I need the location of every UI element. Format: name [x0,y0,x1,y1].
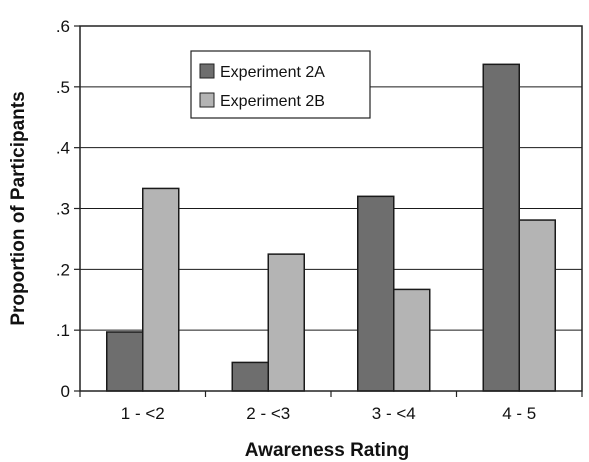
y-tick-label: .1 [56,321,70,340]
y-tick-label: 0 [61,382,70,401]
bar-experiment-2b [142,187,180,392]
legend-box [190,50,371,119]
x-tick-label: 3 - <4 [372,404,416,423]
legend-label-experiment-2b: Experiment 2B [220,93,325,110]
bar-experiment-2b [393,288,431,392]
y-tick-label: .5 [56,78,70,97]
bar-experiment-2b [267,253,305,392]
y-axis-ticks: 0 .1 .2 .3 .4 .5 .6 [56,17,80,401]
bar-experiment-2a [106,331,144,392]
x-axis-ticks: 1 - <2 2 - <3 3 - <4 4 - 5 [79,391,583,423]
bar-experiment-2a [482,63,520,392]
legend-swatch-experiment-2b [199,92,215,108]
bar-experiment-2a [357,195,395,392]
bar-experiment-2b [518,219,556,392]
bars [106,63,556,392]
x-tick-label: 1 - <2 [121,404,165,423]
y-tick-label: .2 [56,260,70,279]
legend-swatch-experiment-2a [199,63,215,79]
y-axis-title: Proportion of Participants [8,91,29,325]
x-tick-label: 2 - <3 [246,404,290,423]
y-tick-label: .4 [56,139,70,158]
bar-experiment-2a [231,361,269,392]
y-tick-label: .6 [56,17,70,36]
legend: Experiment 2A Experiment 2B [190,50,371,119]
y-tick-label: .3 [56,200,70,219]
legend-label-experiment-2a: Experiment 2A [220,64,325,81]
x-tick-label: 4 - 5 [502,404,536,423]
x-axis-title: Awareness Rating [245,440,409,461]
